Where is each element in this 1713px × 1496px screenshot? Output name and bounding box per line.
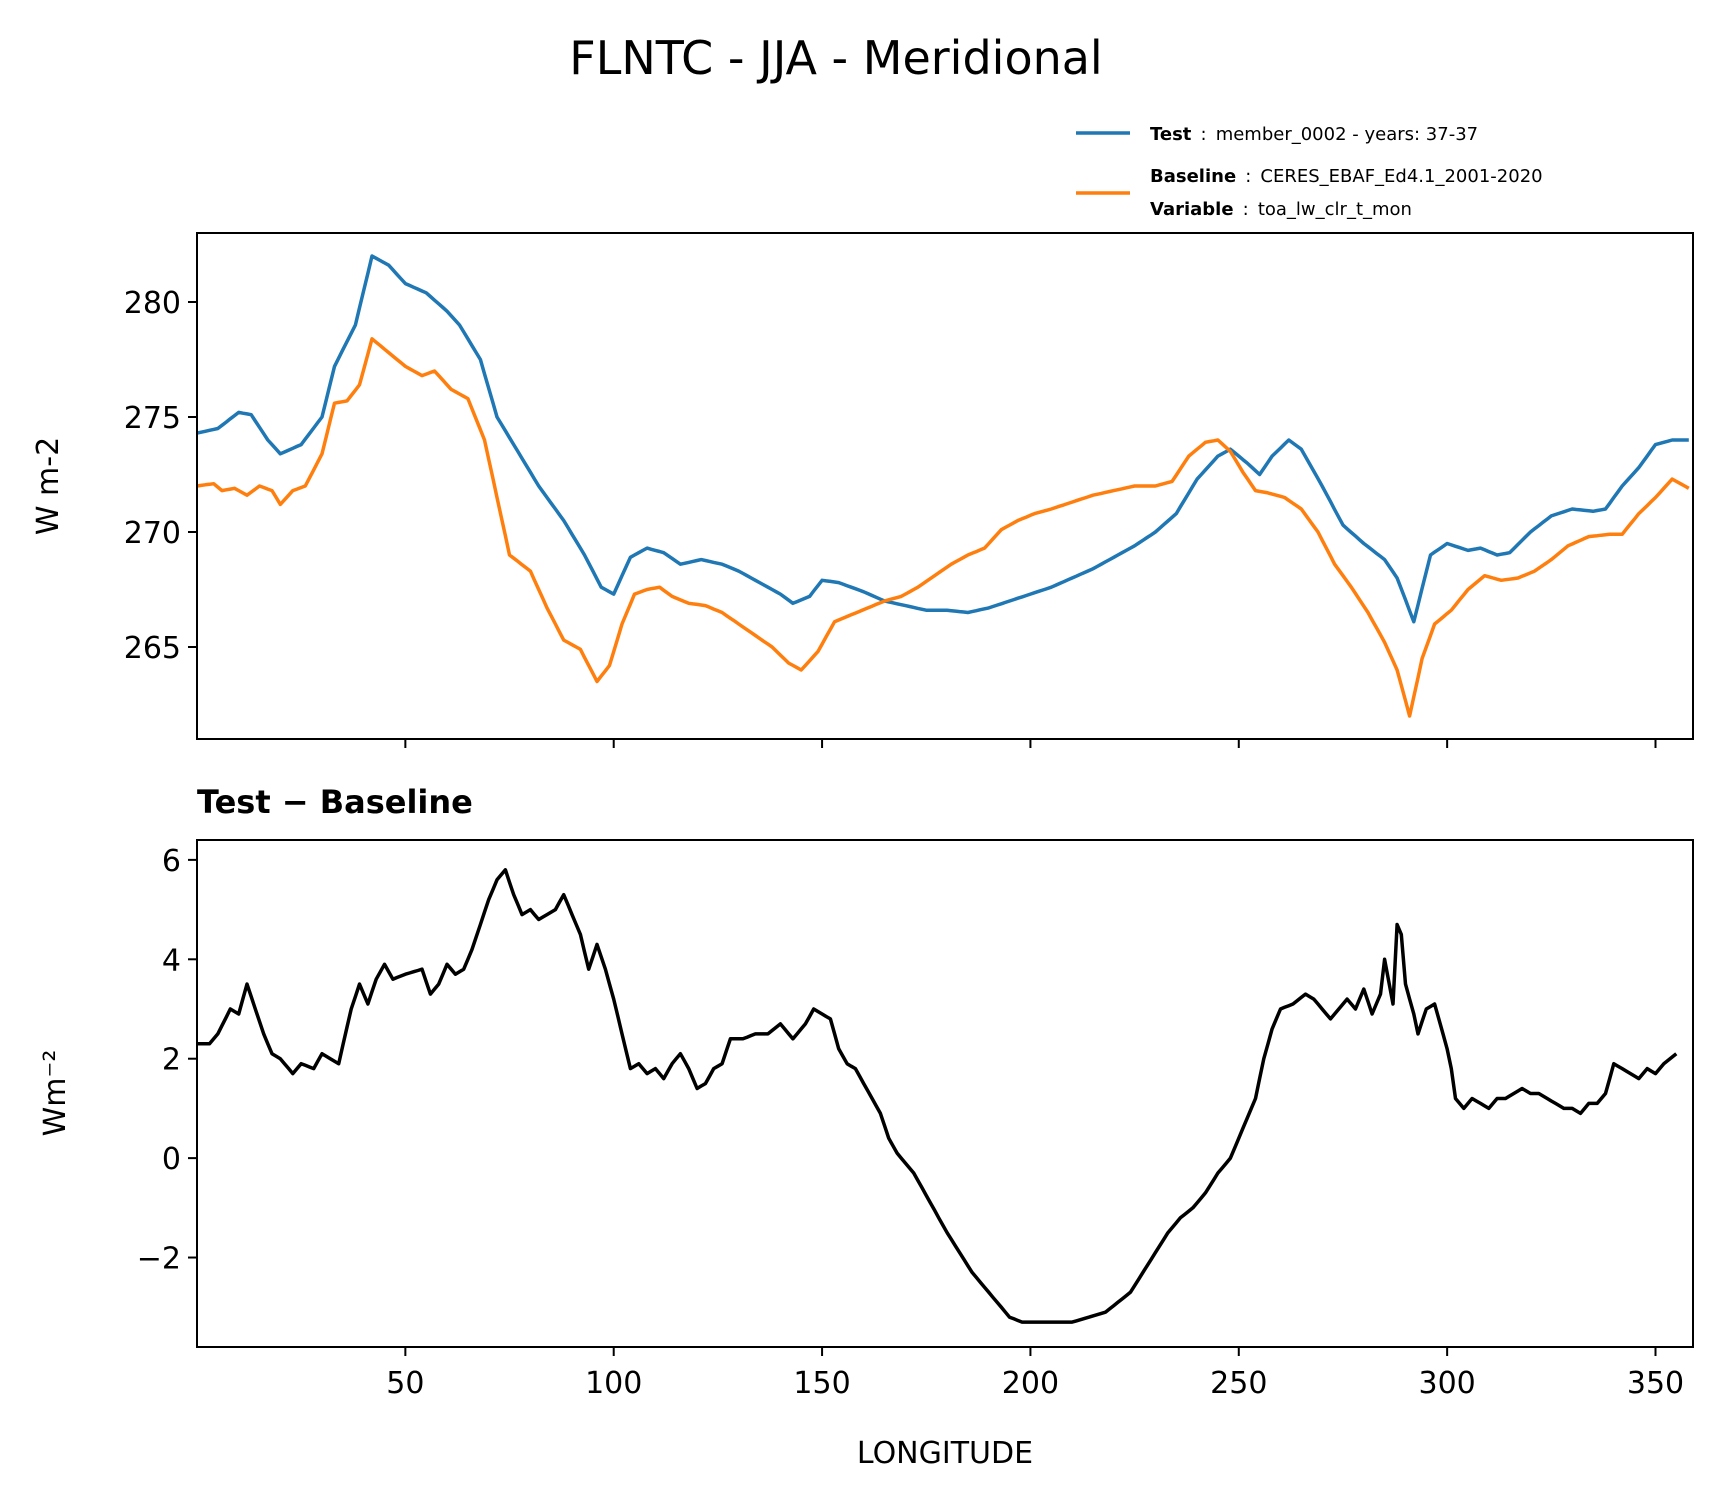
bottom-y-tick-label: 6 [162, 844, 181, 879]
top-series-group [196, 254, 1690, 718]
top-y-tick-label: 280 [124, 286, 181, 321]
bottom-x-tick-label: 350 [1627, 1366, 1684, 1401]
top-x-axis [404, 739, 1657, 748]
legend: Test : member_0002 - years: 37-37 Baseli… [1076, 124, 1543, 220]
bottom-plot-frame [196, 839, 1694, 1348]
bottom-y-axis: −2 0 2 4 6 [137, 844, 197, 1277]
bottom-x-tick-label: 100 [585, 1366, 642, 1401]
top-series-line-baseline [196, 337, 1690, 718]
bottom-y-tick-label: 4 [162, 943, 181, 978]
bottom-y-tick-label: 0 [162, 1142, 181, 1177]
legend-entry-variable: Variable : toa_lw_clr_t_mon [1150, 199, 1412, 220]
top-plot-frame [196, 232, 1694, 740]
top-panel: 265 270 275 280 W m-2 [31, 232, 1694, 748]
legend-text-baseline: CERES_EBAF_Ed4.1_2001-2020 [1260, 166, 1542, 187]
bottom-y-tick-label: −2 [137, 1242, 181, 1277]
top-y-tick-label: 270 [124, 516, 181, 551]
bottom-y-tick-label: 2 [162, 1043, 181, 1078]
top-y-tick-label: 265 [124, 631, 181, 666]
top-y-axis: 265 270 275 280 [124, 286, 197, 666]
bottom-x-tick-label: 300 [1419, 1366, 1476, 1401]
top-y-axis-label: W m-2 [31, 437, 66, 535]
legend-key-test: Test [1150, 124, 1192, 145]
bottom-x-axis: 50 100 150 200 250 300 350 [386, 1347, 1684, 1401]
bottom-x-tick-label: 250 [1210, 1366, 1267, 1401]
bottom-panel-title: Test − Baseline [197, 783, 473, 821]
bottom-series-line-test-baseline [197, 868, 1678, 1324]
legend-key-variable: Variable [1150, 199, 1234, 220]
figure-title: FLNTC - JJA - Meridional [569, 31, 1102, 85]
bottom-y-axis-label: Wm⁻² [38, 1050, 73, 1137]
bottom-x-tick-label: 150 [793, 1366, 850, 1401]
legend-key-baseline: Baseline [1150, 166, 1236, 187]
x-axis-label: LONGITUDE [857, 1436, 1033, 1471]
top-y-tick-label: 275 [124, 401, 181, 436]
bottom-panel: Test − Baseline −2 0 2 4 6 50 100 150 200 250 300… [38, 783, 1694, 1471]
legend-entry-test: Test : member_0002 - years: 37-37 [1150, 124, 1478, 145]
bottom-series-group [197, 868, 1678, 1324]
legend-entry-baseline: Baseline : CERES_EBAF_Ed4.1_2001-2020 [1150, 166, 1543, 187]
legend-text-test: member_0002 - years: 37-37 [1216, 124, 1478, 145]
bottom-x-tick-label: 200 [1002, 1366, 1059, 1401]
top-series-line-test [196, 254, 1689, 624]
bottom-x-tick-label: 50 [386, 1366, 424, 1401]
legend-text-variable: toa_lw_clr_t_mon [1258, 199, 1412, 220]
